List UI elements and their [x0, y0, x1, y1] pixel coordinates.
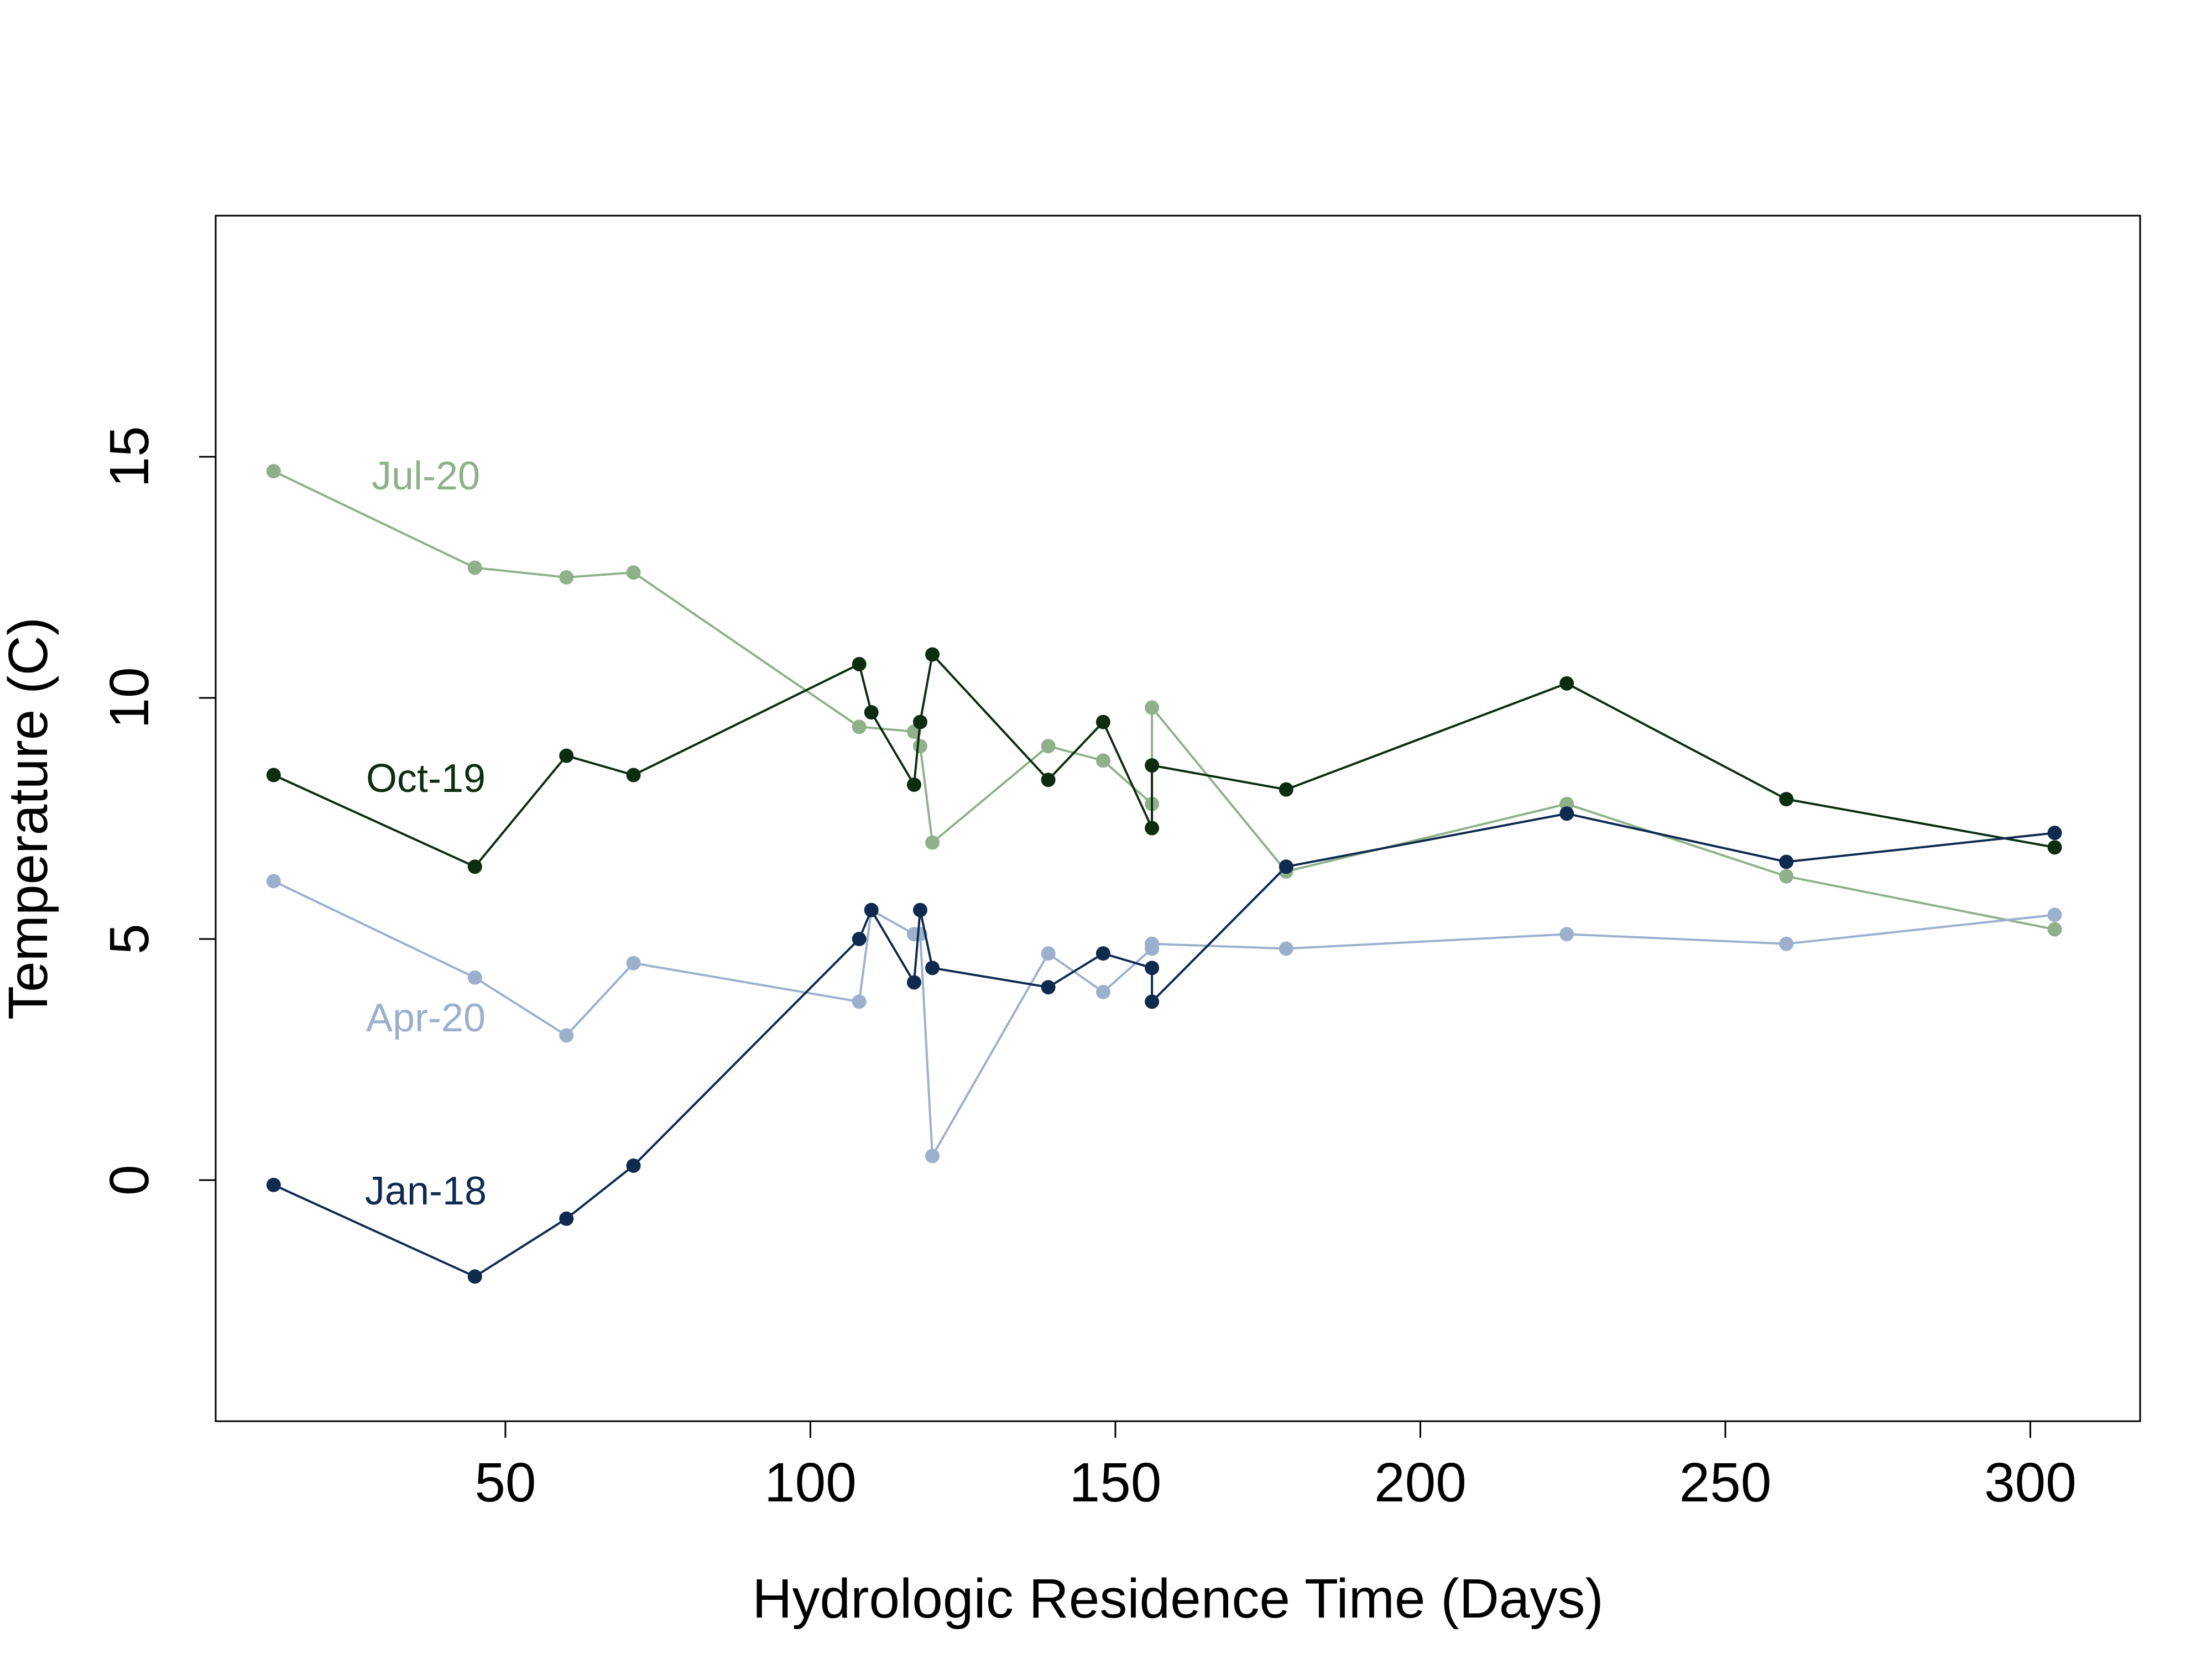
data-point-jan-18 [1095, 946, 1110, 961]
series-line-jul-20 [273, 470, 2055, 931]
data-point-oct-19 [852, 656, 867, 671]
y-axis: 0 5 10 15 [98, 426, 217, 1196]
data-point-jan-18 [266, 1177, 281, 1192]
series-oct-19 [266, 647, 2062, 874]
data-point-oct-19 [1779, 792, 1794, 807]
data-point-jul-20 [1041, 739, 1056, 754]
series-label-apr-20: Apr-20 [366, 996, 486, 1040]
x-axis-title: Hydrologic Residence Time (Days) [752, 1568, 1603, 1630]
data-point-jan-18 [1145, 961, 1160, 975]
series-jan-18 [266, 806, 2062, 1284]
series-label-jul-20: Jul-20 [372, 454, 480, 498]
x-tick-label: 50 [474, 1452, 536, 1514]
data-point-oct-19 [906, 777, 921, 792]
series-layer [266, 464, 2062, 1284]
data-point-jul-20 [1779, 869, 1794, 884]
x-tick-label: 250 [1679, 1452, 1772, 1514]
data-point-oct-19 [1041, 773, 1056, 787]
data-point-jan-18 [2047, 826, 2062, 841]
x-tick-label: 100 [764, 1452, 857, 1514]
series-line-apr-20 [273, 880, 2055, 1157]
y-tick-label: 15 [98, 426, 160, 487]
data-point-jul-20 [925, 835, 940, 850]
data-point-jan-18 [912, 902, 927, 917]
data-point-oct-19 [1279, 782, 1293, 797]
data-point-jan-18 [1559, 806, 1574, 821]
data-point-oct-19 [864, 705, 879, 720]
y-tick-label: 0 [98, 1165, 160, 1196]
data-point-apr-20 [925, 1149, 940, 1164]
data-point-jul-20 [559, 570, 574, 585]
data-point-apr-20 [852, 994, 867, 1009]
series-label-oct-19: Oct-19 [366, 757, 486, 801]
data-point-apr-20 [1559, 927, 1574, 942]
x-axis: 50 100 150 200 250 300 [474, 1420, 2077, 1514]
data-point-oct-19 [1145, 821, 1160, 836]
data-point-jan-18 [1041, 980, 1056, 995]
data-point-jul-20 [1095, 753, 1110, 768]
x-tick-label: 150 [1070, 1452, 1162, 1514]
data-point-jul-20 [2047, 922, 2062, 937]
data-point-oct-19 [1095, 714, 1110, 729]
data-point-apr-20 [2047, 907, 2062, 922]
data-point-oct-19 [559, 748, 574, 763]
data-point-jan-18 [626, 1158, 641, 1173]
data-point-jan-18 [1145, 994, 1160, 1009]
data-point-jul-20 [852, 719, 867, 734]
data-point-apr-20 [266, 874, 281, 889]
data-point-oct-19 [626, 768, 641, 782]
data-point-apr-20 [1779, 936, 1794, 951]
plot-frame [215, 215, 2141, 1422]
x-tick-label: 200 [1374, 1452, 1467, 1514]
data-point-jul-20 [626, 565, 641, 580]
data-point-jan-18 [1779, 854, 1794, 869]
data-point-jan-18 [925, 961, 940, 975]
data-point-jan-18 [1279, 859, 1293, 874]
series-label-jan-18: Jan-18 [365, 1169, 487, 1213]
y-tick-label: 5 [98, 924, 160, 954]
data-point-oct-19 [925, 647, 940, 662]
data-point-jan-18 [864, 902, 879, 917]
data-point-jul-20 [912, 739, 927, 754]
data-point-apr-20 [626, 956, 641, 971]
data-point-apr-20 [559, 1028, 574, 1043]
data-point-oct-19 [1145, 758, 1160, 773]
series-labels: Jul-20 Oct-19 Apr-20 Jan-18 [365, 454, 487, 1213]
data-point-apr-20 [1279, 941, 1293, 956]
data-point-oct-19 [467, 859, 482, 874]
data-point-apr-20 [1041, 946, 1056, 961]
data-point-oct-19 [912, 714, 927, 729]
data-point-apr-20 [467, 970, 482, 985]
data-point-apr-20 [1095, 984, 1110, 999]
data-point-oct-19 [1559, 676, 1574, 691]
data-point-jan-18 [559, 1211, 574, 1226]
data-point-jul-20 [467, 560, 482, 575]
data-point-jan-18 [906, 975, 921, 990]
y-tick-label: 10 [98, 667, 160, 728]
data-point-jan-18 [852, 932, 867, 946]
data-point-oct-19 [266, 768, 281, 782]
data-point-jul-20 [1145, 700, 1160, 715]
x-tick-label: 300 [1984, 1452, 2077, 1514]
data-point-oct-19 [2047, 840, 2062, 855]
data-point-jan-18 [467, 1269, 482, 1284]
data-point-apr-20 [1145, 936, 1160, 951]
series-apr-20 [266, 874, 2062, 1164]
data-point-jul-20 [266, 464, 281, 479]
series-line-oct-19 [273, 653, 2055, 868]
series-jul-20 [266, 464, 2062, 937]
y-axis-title: Temperature (C) [0, 617, 59, 1020]
